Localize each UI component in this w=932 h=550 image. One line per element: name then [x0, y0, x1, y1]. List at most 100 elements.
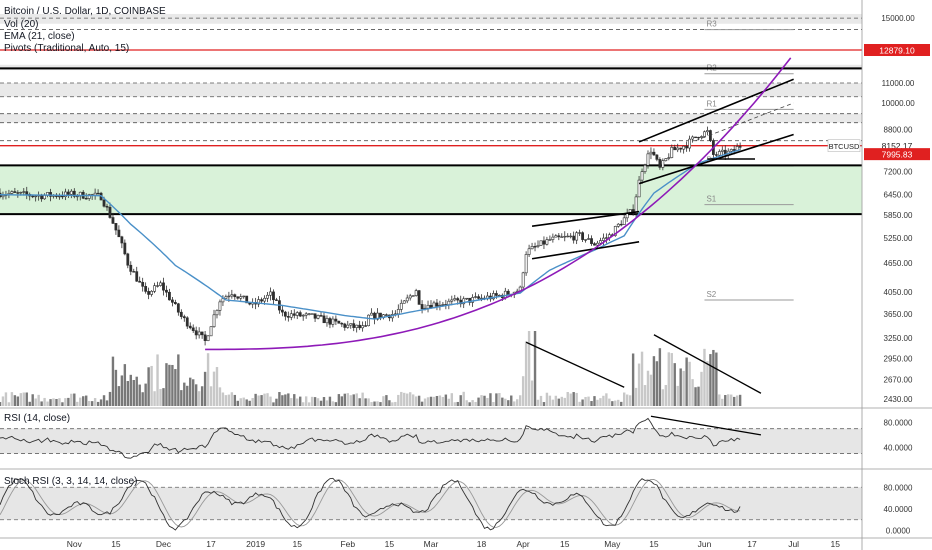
- candle: [304, 312, 308, 319]
- candle-body: [667, 157, 671, 159]
- candle-body: [111, 217, 115, 224]
- candle-body: [581, 232, 584, 240]
- volume-bar: [93, 398, 97, 406]
- volume-bar: [545, 392, 549, 406]
- candle: [298, 310, 302, 318]
- candle: [402, 299, 406, 304]
- volume-bar: [340, 396, 344, 406]
- volume-bar: [28, 401, 31, 406]
- candle: [682, 145, 686, 154]
- volume-bar: [524, 341, 528, 406]
- candle: [224, 294, 228, 299]
- volume-bar: [4, 392, 8, 406]
- candle-body: [682, 145, 686, 150]
- volume-bar: [10, 392, 14, 406]
- volume-bar: [296, 398, 299, 406]
- candle: [655, 154, 659, 162]
- candle-body: [355, 324, 359, 328]
- volume-bar: [596, 399, 599, 406]
- candle-body: [643, 164, 647, 172]
- candle-body: [61, 195, 64, 198]
- volume-bar: [403, 392, 406, 406]
- candle-body: [105, 205, 109, 208]
- candle: [604, 233, 608, 244]
- time-tick-label: 15: [385, 539, 395, 549]
- volume-bar: [269, 396, 272, 406]
- volume-bar: [563, 397, 566, 406]
- candle-body: [16, 192, 20, 194]
- volume-bar: [667, 352, 670, 406]
- candle-body: [691, 136, 694, 140]
- candle: [738, 142, 742, 151]
- candle-body: [720, 149, 724, 152]
- candle-body: [399, 302, 403, 310]
- levels-layer: [0, 49, 862, 216]
- volume-bar: [468, 402, 471, 406]
- candle-body: [275, 299, 278, 301]
- volume-bar: [156, 354, 159, 406]
- candle: [200, 331, 204, 339]
- candle: [563, 231, 567, 242]
- price-tick-label: 5250.00: [884, 234, 913, 243]
- candle-body: [539, 240, 543, 246]
- candle: [129, 261, 133, 276]
- volume-bar: [46, 401, 49, 406]
- volume-bar: [628, 395, 632, 406]
- volume-bar: [221, 392, 225, 406]
- candle: [533, 242, 537, 252]
- volume-bar: [215, 367, 219, 406]
- candle: [96, 189, 100, 195]
- candle-body: [191, 327, 195, 331]
- volume-bar: [444, 394, 448, 406]
- volume-bar: [465, 400, 468, 406]
- candle-body: [361, 325, 365, 329]
- price-tick-label: 8800.00: [884, 126, 913, 135]
- candle-body: [185, 317, 189, 327]
- volume-bar: [287, 393, 290, 406]
- volume-bar: [397, 394, 400, 406]
- volume-bar: [703, 348, 706, 406]
- candle: [147, 287, 151, 300]
- volume-layer: [0, 331, 742, 406]
- candle-body: [224, 296, 228, 299]
- volume-bar: [391, 402, 394, 406]
- price-tick-label: 5850.00: [884, 211, 913, 220]
- volume-bar: [257, 395, 260, 406]
- candle: [405, 294, 409, 304]
- volume-bar: [649, 374, 653, 406]
- candle-body: [212, 314, 216, 328]
- candle-body: [456, 298, 460, 301]
- candle-body: [123, 242, 127, 255]
- candle-body: [593, 243, 596, 246]
- candle: [203, 331, 207, 346]
- volume-bar: [153, 391, 156, 406]
- candle-body: [114, 223, 118, 231]
- volume-bar: [200, 386, 204, 406]
- candle: [58, 193, 61, 200]
- volume-bar: [251, 398, 254, 406]
- candle-body: [179, 311, 183, 317]
- candle-body: [200, 331, 204, 336]
- volume-bar: [471, 400, 474, 406]
- candle: [670, 144, 674, 159]
- candle: [652, 148, 656, 156]
- candle: [301, 314, 305, 321]
- volume-bar: [233, 394, 237, 406]
- candle-body: [706, 130, 709, 133]
- ema-value-badge-bg: [864, 148, 930, 161]
- volume-bar: [364, 398, 367, 406]
- candle: [105, 203, 109, 211]
- volume-bar: [376, 401, 379, 406]
- candle: [590, 235, 593, 246]
- candle: [399, 299, 403, 313]
- stoch-pane: [0, 477, 862, 531]
- candle: [643, 163, 647, 174]
- candle-body: [462, 298, 466, 305]
- volume-bar: [254, 393, 257, 406]
- red-level-badge: 12879.10: [879, 46, 915, 56]
- candle: [355, 324, 359, 333]
- candle: [269, 287, 272, 301]
- candle-body: [459, 299, 463, 305]
- candle-body: [545, 239, 549, 245]
